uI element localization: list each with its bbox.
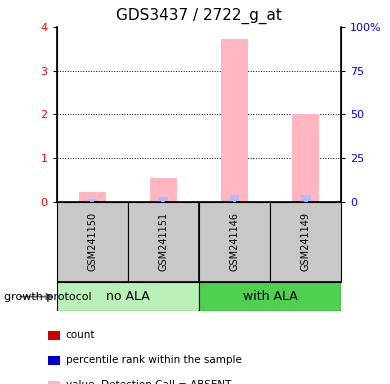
Text: GSM241146: GSM241146 <box>229 212 239 271</box>
Bar <box>229 200 232 202</box>
Text: count: count <box>66 331 95 341</box>
Bar <box>86 200 90 202</box>
Text: GSM241150: GSM241150 <box>87 212 97 271</box>
Bar <box>48 356 60 365</box>
Bar <box>199 282 341 311</box>
Bar <box>57 202 128 282</box>
Text: GSM241149: GSM241149 <box>301 212 311 271</box>
Bar <box>300 200 304 202</box>
Text: growth protocol: growth protocol <box>4 291 92 302</box>
Bar <box>150 177 177 202</box>
Bar <box>199 202 270 282</box>
Bar <box>165 201 169 202</box>
Bar <box>236 201 240 202</box>
Bar <box>79 192 106 202</box>
Title: GDS3437 / 2722_g_at: GDS3437 / 2722_g_at <box>116 8 282 24</box>
Text: with ALA: with ALA <box>243 290 298 303</box>
Bar <box>308 201 312 202</box>
Text: value, Detection Call = ABSENT: value, Detection Call = ABSENT <box>66 380 231 384</box>
Text: no ALA: no ALA <box>106 290 150 303</box>
Bar <box>48 381 60 384</box>
Bar <box>229 195 239 202</box>
Bar <box>57 282 199 311</box>
Bar <box>158 197 168 202</box>
Bar <box>301 195 311 202</box>
Bar <box>270 202 341 282</box>
Text: percentile rank within the sample: percentile rank within the sample <box>66 355 241 365</box>
Bar <box>48 331 60 340</box>
Bar <box>292 114 319 202</box>
Text: GSM241151: GSM241151 <box>158 212 168 271</box>
Bar <box>94 201 98 202</box>
Bar <box>128 202 199 282</box>
Bar <box>221 39 248 202</box>
Bar <box>87 199 97 202</box>
Bar <box>158 200 161 202</box>
